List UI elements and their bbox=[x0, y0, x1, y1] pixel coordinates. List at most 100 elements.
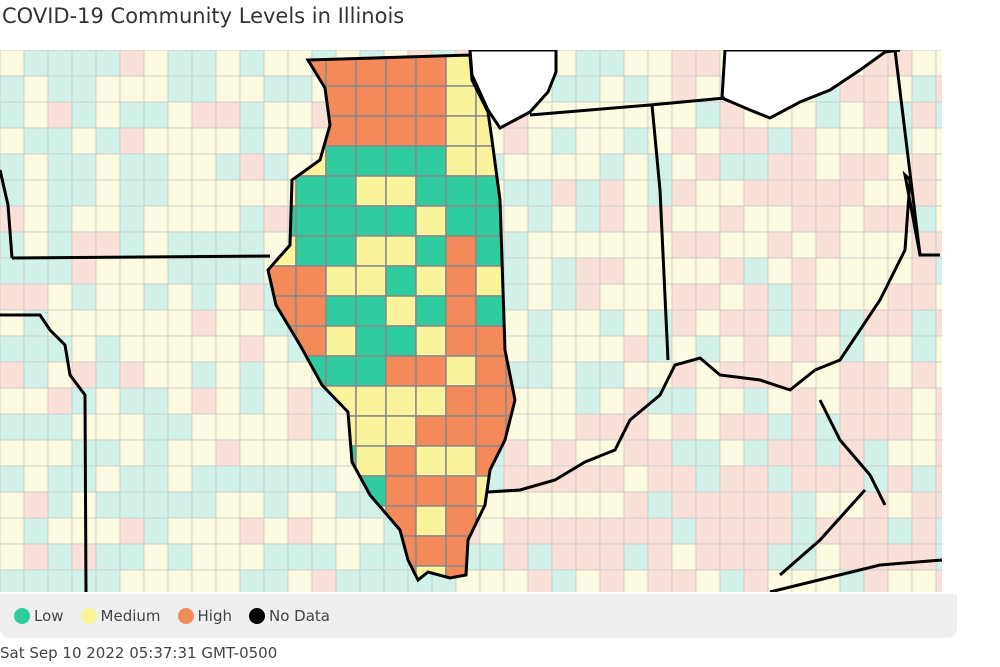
county[interactable] bbox=[647, 569, 673, 592]
county[interactable] bbox=[143, 517, 169, 545]
county[interactable] bbox=[623, 491, 649, 519]
county[interactable] bbox=[239, 439, 265, 467]
county[interactable] bbox=[215, 439, 241, 467]
legend-item-medium[interactable]: Medium bbox=[80, 607, 161, 625]
county[interactable] bbox=[623, 205, 649, 233]
county[interactable] bbox=[239, 413, 265, 441]
county[interactable] bbox=[527, 517, 553, 545]
illinois-county[interactable] bbox=[445, 445, 477, 477]
illinois-county[interactable] bbox=[355, 175, 387, 207]
county[interactable] bbox=[95, 153, 121, 181]
county[interactable] bbox=[719, 387, 745, 415]
county[interactable] bbox=[599, 257, 625, 285]
county[interactable] bbox=[143, 569, 169, 592]
county[interactable] bbox=[815, 439, 841, 467]
illinois-county[interactable] bbox=[415, 235, 447, 267]
county[interactable] bbox=[671, 179, 697, 207]
county[interactable] bbox=[503, 257, 529, 285]
county[interactable] bbox=[791, 179, 817, 207]
county[interactable] bbox=[143, 231, 169, 259]
county[interactable] bbox=[503, 205, 529, 233]
county[interactable] bbox=[215, 75, 241, 103]
county[interactable] bbox=[575, 517, 601, 545]
county[interactable] bbox=[239, 309, 265, 337]
county[interactable] bbox=[911, 569, 937, 592]
county[interactable] bbox=[815, 491, 841, 519]
county[interactable] bbox=[263, 387, 289, 415]
county[interactable] bbox=[767, 387, 793, 415]
county[interactable] bbox=[767, 491, 793, 519]
county[interactable] bbox=[599, 335, 625, 363]
county[interactable] bbox=[599, 101, 625, 129]
county[interactable] bbox=[215, 309, 241, 337]
county[interactable] bbox=[911, 75, 937, 103]
county[interactable] bbox=[719, 569, 745, 592]
county[interactable] bbox=[311, 465, 337, 493]
county[interactable] bbox=[95, 205, 121, 233]
county[interactable] bbox=[311, 413, 337, 441]
county[interactable] bbox=[743, 517, 769, 545]
county[interactable] bbox=[791, 205, 817, 233]
county[interactable] bbox=[575, 283, 601, 311]
county[interactable] bbox=[527, 387, 553, 415]
county[interactable] bbox=[215, 413, 241, 441]
county[interactable] bbox=[671, 50, 697, 77]
county[interactable] bbox=[191, 50, 217, 77]
illinois-county[interactable] bbox=[295, 295, 327, 327]
county[interactable] bbox=[647, 361, 673, 389]
county[interactable] bbox=[815, 153, 841, 181]
county[interactable] bbox=[911, 543, 937, 571]
county[interactable] bbox=[743, 361, 769, 389]
illinois-county[interactable] bbox=[475, 295, 507, 327]
county[interactable] bbox=[239, 283, 265, 311]
county[interactable] bbox=[119, 309, 145, 337]
county[interactable] bbox=[575, 465, 601, 493]
county[interactable] bbox=[0, 101, 25, 129]
county[interactable] bbox=[623, 153, 649, 181]
county[interactable] bbox=[791, 153, 817, 181]
illinois-county[interactable] bbox=[325, 325, 357, 357]
county[interactable] bbox=[311, 569, 337, 592]
county[interactable] bbox=[71, 491, 97, 519]
county[interactable] bbox=[287, 569, 313, 592]
county[interactable] bbox=[551, 387, 577, 415]
county[interactable] bbox=[935, 361, 942, 389]
county[interactable] bbox=[863, 205, 889, 233]
county[interactable] bbox=[23, 205, 49, 233]
county[interactable] bbox=[647, 257, 673, 285]
county[interactable] bbox=[503, 153, 529, 181]
county[interactable] bbox=[215, 50, 241, 77]
illinois-county[interactable] bbox=[325, 295, 357, 327]
county[interactable] bbox=[935, 257, 942, 285]
county[interactable] bbox=[143, 179, 169, 207]
county[interactable] bbox=[575, 205, 601, 233]
county[interactable] bbox=[503, 491, 529, 519]
illinois-county[interactable] bbox=[415, 175, 447, 207]
county[interactable] bbox=[671, 101, 697, 129]
county[interactable] bbox=[863, 439, 889, 467]
county[interactable] bbox=[527, 361, 553, 389]
county[interactable] bbox=[0, 361, 25, 389]
county[interactable] bbox=[287, 543, 313, 571]
county[interactable] bbox=[599, 153, 625, 181]
county[interactable] bbox=[191, 179, 217, 207]
illinois-county[interactable] bbox=[355, 295, 387, 327]
county[interactable] bbox=[95, 179, 121, 207]
county[interactable] bbox=[695, 153, 721, 181]
county[interactable] bbox=[575, 101, 601, 129]
county[interactable] bbox=[215, 361, 241, 389]
county[interactable] bbox=[215, 231, 241, 259]
county[interactable] bbox=[575, 257, 601, 285]
county[interactable] bbox=[863, 153, 889, 181]
county[interactable] bbox=[911, 127, 937, 155]
county[interactable] bbox=[23, 439, 49, 467]
county[interactable] bbox=[143, 205, 169, 233]
county[interactable] bbox=[167, 205, 193, 233]
county[interactable] bbox=[575, 569, 601, 592]
illinois-county[interactable] bbox=[415, 445, 447, 477]
county[interactable] bbox=[839, 335, 865, 363]
county[interactable] bbox=[623, 439, 649, 467]
county[interactable] bbox=[647, 517, 673, 545]
county[interactable] bbox=[263, 517, 289, 545]
county[interactable] bbox=[647, 465, 673, 493]
